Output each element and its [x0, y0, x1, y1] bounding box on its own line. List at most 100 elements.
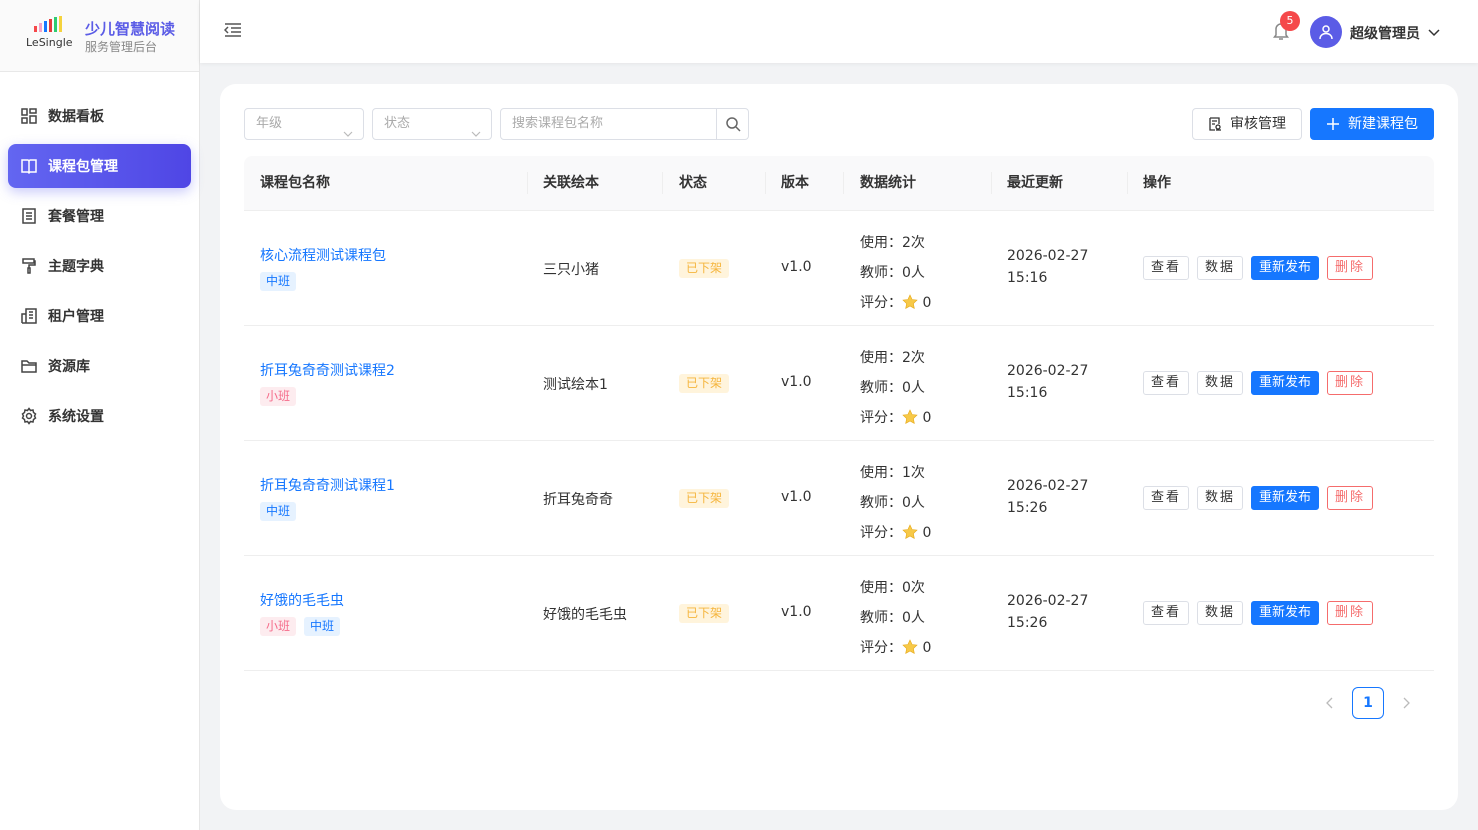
new-course-package-button[interactable]: 新建课程包 — [1310, 108, 1434, 140]
star-icon — [902, 294, 918, 309]
rating-value: 0 — [922, 295, 932, 311]
sidebar-item-tenants[interactable]: 租户管理 — [8, 294, 191, 338]
course-name-link[interactable]: 折耳兔奇奇测试课程1 — [260, 478, 395, 494]
course-name-link[interactable]: 好饿的毛毛虫 — [260, 593, 344, 609]
collapse-menu-icon[interactable] — [223, 22, 242, 38]
sidebar-item-resources[interactable]: 资源库 — [8, 344, 191, 388]
next-page-icon[interactable] — [1398, 697, 1414, 709]
sidebar-item-label: 套餐管理 — [48, 209, 104, 225]
view-button[interactable]: 查看 — [1143, 486, 1190, 510]
chevron-down-icon[interactable] — [1428, 25, 1440, 37]
data-button[interactable]: 数据 — [1197, 486, 1244, 510]
status-placeholder: 状态 — [384, 116, 411, 131]
linked-book: 三只小猪 — [543, 262, 599, 278]
version: v1.0 — [781, 604, 812, 620]
teacher-label: 教师： — [860, 495, 902, 511]
grade-select[interactable]: 年级 — [244, 108, 364, 140]
delete-button[interactable]: 删除 — [1327, 486, 1374, 510]
brand-subtitle: 服务管理后台 — [85, 40, 158, 54]
sidebar-item-label: 主题字典 — [48, 259, 104, 275]
stats: 使用：2次 教师：0人 评分： 0 — [860, 343, 931, 433]
delete-button[interactable]: 删除 — [1327, 256, 1374, 280]
updated-at: 2026-02-27 15:26 — [1007, 475, 1088, 519]
republish-button[interactable]: 重新发布 — [1251, 371, 1320, 395]
table-row: 好饿的毛毛虫 小班 中班 好饿的毛毛虫 已下架 v1.0 使用：0次 教师：0人 … — [244, 556, 1434, 671]
sidebar-item-label: 课程包管理 — [48, 159, 118, 175]
usage-label: 使用： — [860, 580, 902, 596]
column-divider — [765, 172, 766, 194]
sidebar-item-dashboard[interactable]: 数据看板 — [8, 94, 191, 138]
sidebar-item-course-packages[interactable]: 课程包管理 — [8, 144, 191, 188]
linked-book: 折耳兔奇奇 — [543, 492, 613, 508]
teacher-value: 0人 — [902, 265, 925, 281]
sidebar-item-label: 数据看板 — [48, 109, 104, 125]
sidebar-item-themes[interactable]: 主题字典 — [8, 244, 191, 288]
republish-button[interactable]: 重新发布 — [1251, 256, 1320, 280]
grade-tags: 小班 中班 — [260, 617, 341, 636]
course-name-link[interactable]: 核心流程测试课程包 — [260, 248, 386, 264]
search-icon[interactable] — [716, 109, 748, 139]
row-actions: 查看 数据 重新发布 删除 — [1143, 371, 1374, 395]
course-name-link[interactable]: 折耳兔奇奇测试课程2 — [260, 363, 395, 379]
new-label: 新建课程包 — [1348, 116, 1418, 132]
chevron-down-icon — [343, 120, 353, 137]
usage-value: 2次 — [902, 235, 925, 251]
table-row: 折耳兔奇奇测试课程1 中班 折耳兔奇奇 已下架 v1.0 使用：1次 教师：0人… — [244, 441, 1434, 556]
stats: 使用：0次 教师：0人 评分： 0 — [860, 573, 931, 663]
grade-tags: 中班 — [260, 502, 297, 521]
column-divider — [1127, 172, 1128, 194]
version: v1.0 — [781, 374, 812, 390]
header-updated: 最近更新 — [1007, 175, 1063, 191]
updated-time: 15:16 — [1007, 385, 1048, 401]
rating-label: 评分： — [860, 295, 902, 311]
grade-tag: 中班 — [260, 272, 297, 291]
rating-value: 0 — [922, 640, 932, 656]
sidebar-item-label: 系统设置 — [48, 409, 104, 425]
version: v1.0 — [781, 259, 812, 275]
username[interactable]: 超级管理员 — [1350, 26, 1420, 42]
folder-icon — [20, 357, 38, 375]
status-select[interactable]: 状态 — [372, 108, 492, 140]
updated-time: 15:26 — [1007, 615, 1048, 631]
pagination: 1 — [1322, 687, 1414, 719]
version: v1.0 — [781, 489, 812, 505]
delete-button[interactable]: 删除 — [1327, 601, 1374, 625]
usage-value: 2次 — [902, 350, 925, 366]
status-badge: 已下架 — [679, 374, 730, 393]
teacher-value: 0人 — [902, 495, 925, 511]
delete-button[interactable]: 删除 — [1327, 371, 1374, 395]
sidebar-item-plans[interactable]: 套餐管理 — [8, 194, 191, 238]
republish-button[interactable]: 重新发布 — [1251, 601, 1320, 625]
user-icon — [1319, 25, 1333, 40]
avatar[interactable] — [1310, 16, 1342, 48]
sidebar-nav: 数据看板 课程包管理 套餐管理 主题字典 租户管理 资源库 系统设置 — [0, 72, 199, 438]
chevron-down-icon — [471, 120, 481, 137]
updated-time: 15:16 — [1007, 270, 1048, 286]
teacher-label: 教师： — [860, 610, 902, 626]
updated-date: 2026-02-27 — [1007, 248, 1089, 264]
linked-book: 好饿的毛毛虫 — [543, 607, 627, 623]
view-button[interactable]: 查看 — [1143, 601, 1190, 625]
header-stats: 数据统计 — [860, 175, 916, 191]
logo: LeSingle — [26, 16, 78, 54]
list-icon — [20, 207, 38, 225]
republish-button[interactable]: 重新发布 — [1251, 486, 1320, 510]
table-row: 核心流程测试课程包 中班 三只小猪 已下架 v1.0 使用：2次 教师：0人 评… — [244, 211, 1434, 326]
building-icon — [20, 307, 38, 325]
view-button[interactable]: 查看 — [1143, 371, 1190, 395]
rating-value: 0 — [922, 410, 932, 426]
sidebar-item-settings[interactable]: 系统设置 — [8, 394, 191, 438]
row-actions: 查看 数据 重新发布 删除 — [1143, 601, 1374, 625]
rating-label: 评分： — [860, 640, 902, 656]
prev-page-icon[interactable] — [1322, 697, 1338, 709]
page-button[interactable]: 1 — [1352, 687, 1384, 719]
search-input[interactable]: 搜索课程包名称 — [500, 108, 749, 140]
data-button[interactable]: 数据 — [1197, 601, 1244, 625]
data-button[interactable]: 数据 — [1197, 256, 1244, 280]
audit-management-button[interactable]: 审核管理 — [1192, 108, 1302, 140]
view-button[interactable]: 查看 — [1143, 256, 1190, 280]
data-button[interactable]: 数据 — [1197, 371, 1244, 395]
grade-tag: 小班 — [260, 617, 297, 636]
search-placeholder: 搜索课程包名称 — [512, 116, 604, 131]
content-card: 年级 状态 搜索课程包名称 审核管理 新建课程包 课程包名称 关联绘本 状态 版… — [220, 84, 1458, 810]
